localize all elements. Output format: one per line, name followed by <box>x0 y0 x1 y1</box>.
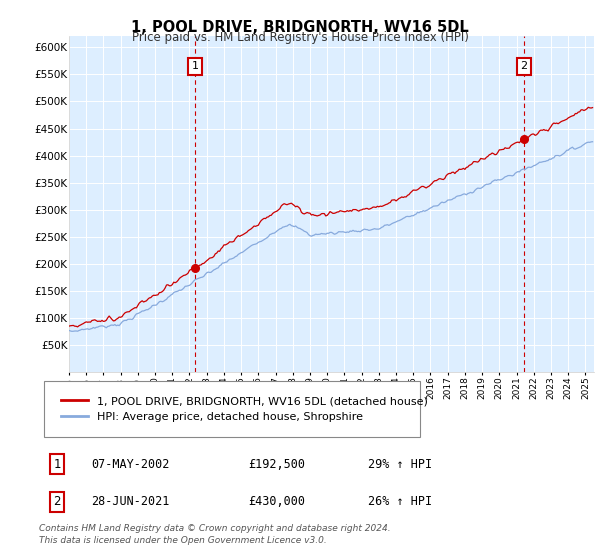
Text: £430,000: £430,000 <box>248 496 305 508</box>
Text: 2: 2 <box>520 61 527 71</box>
Text: 28-JUN-2021: 28-JUN-2021 <box>91 496 170 508</box>
Text: £192,500: £192,500 <box>248 458 305 470</box>
Text: 26% ↑ HPI: 26% ↑ HPI <box>368 496 432 508</box>
Legend: 1, POOL DRIVE, BRIDGNORTH, WV16 5DL (detached house), HPI: Average price, detach: 1, POOL DRIVE, BRIDGNORTH, WV16 5DL (det… <box>55 390 434 428</box>
Text: 07-MAY-2002: 07-MAY-2002 <box>91 458 170 470</box>
Text: 1: 1 <box>53 458 61 470</box>
Text: 29% ↑ HPI: 29% ↑ HPI <box>368 458 432 470</box>
Text: 2: 2 <box>53 496 61 508</box>
Text: Price paid vs. HM Land Registry's House Price Index (HPI): Price paid vs. HM Land Registry's House … <box>131 31 469 44</box>
Text: Contains HM Land Registry data © Crown copyright and database right 2024.
This d: Contains HM Land Registry data © Crown c… <box>39 524 391 545</box>
Text: 1: 1 <box>192 61 199 71</box>
FancyBboxPatch shape <box>44 381 420 437</box>
Text: 1, POOL DRIVE, BRIDGNORTH, WV16 5DL: 1, POOL DRIVE, BRIDGNORTH, WV16 5DL <box>131 20 469 35</box>
